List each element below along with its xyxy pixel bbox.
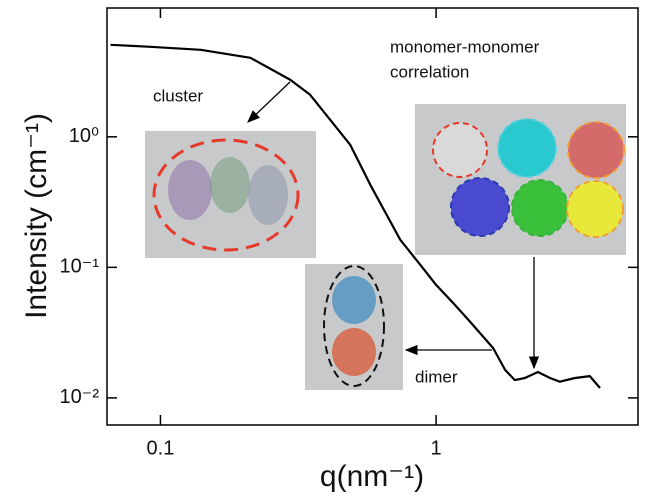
inset-cluster: [145, 131, 316, 258]
x-tick-label: 1: [431, 437, 442, 459]
arrow: [248, 82, 290, 122]
y-tick-label: 10⁰: [69, 125, 99, 147]
inset-dimer: [305, 264, 403, 390]
annotation: correlation: [390, 62, 469, 81]
y-tick-label: 10⁻¹: [60, 256, 100, 278]
annotation: monomer-monomer: [390, 37, 540, 56]
y-axis-label: Intensity (cm⁻¹): [20, 113, 53, 319]
chart: cluster monomer-monomer correlation dime…: [0, 0, 648, 498]
annotation: dimer: [415, 367, 458, 386]
annotation: cluster: [153, 86, 203, 105]
x-tick-label: 0.1: [147, 437, 175, 459]
y-tick-label: 10⁻²: [60, 386, 100, 408]
inset-monomers: [415, 104, 626, 255]
x-axis-label: q(nm⁻¹): [320, 460, 424, 493]
